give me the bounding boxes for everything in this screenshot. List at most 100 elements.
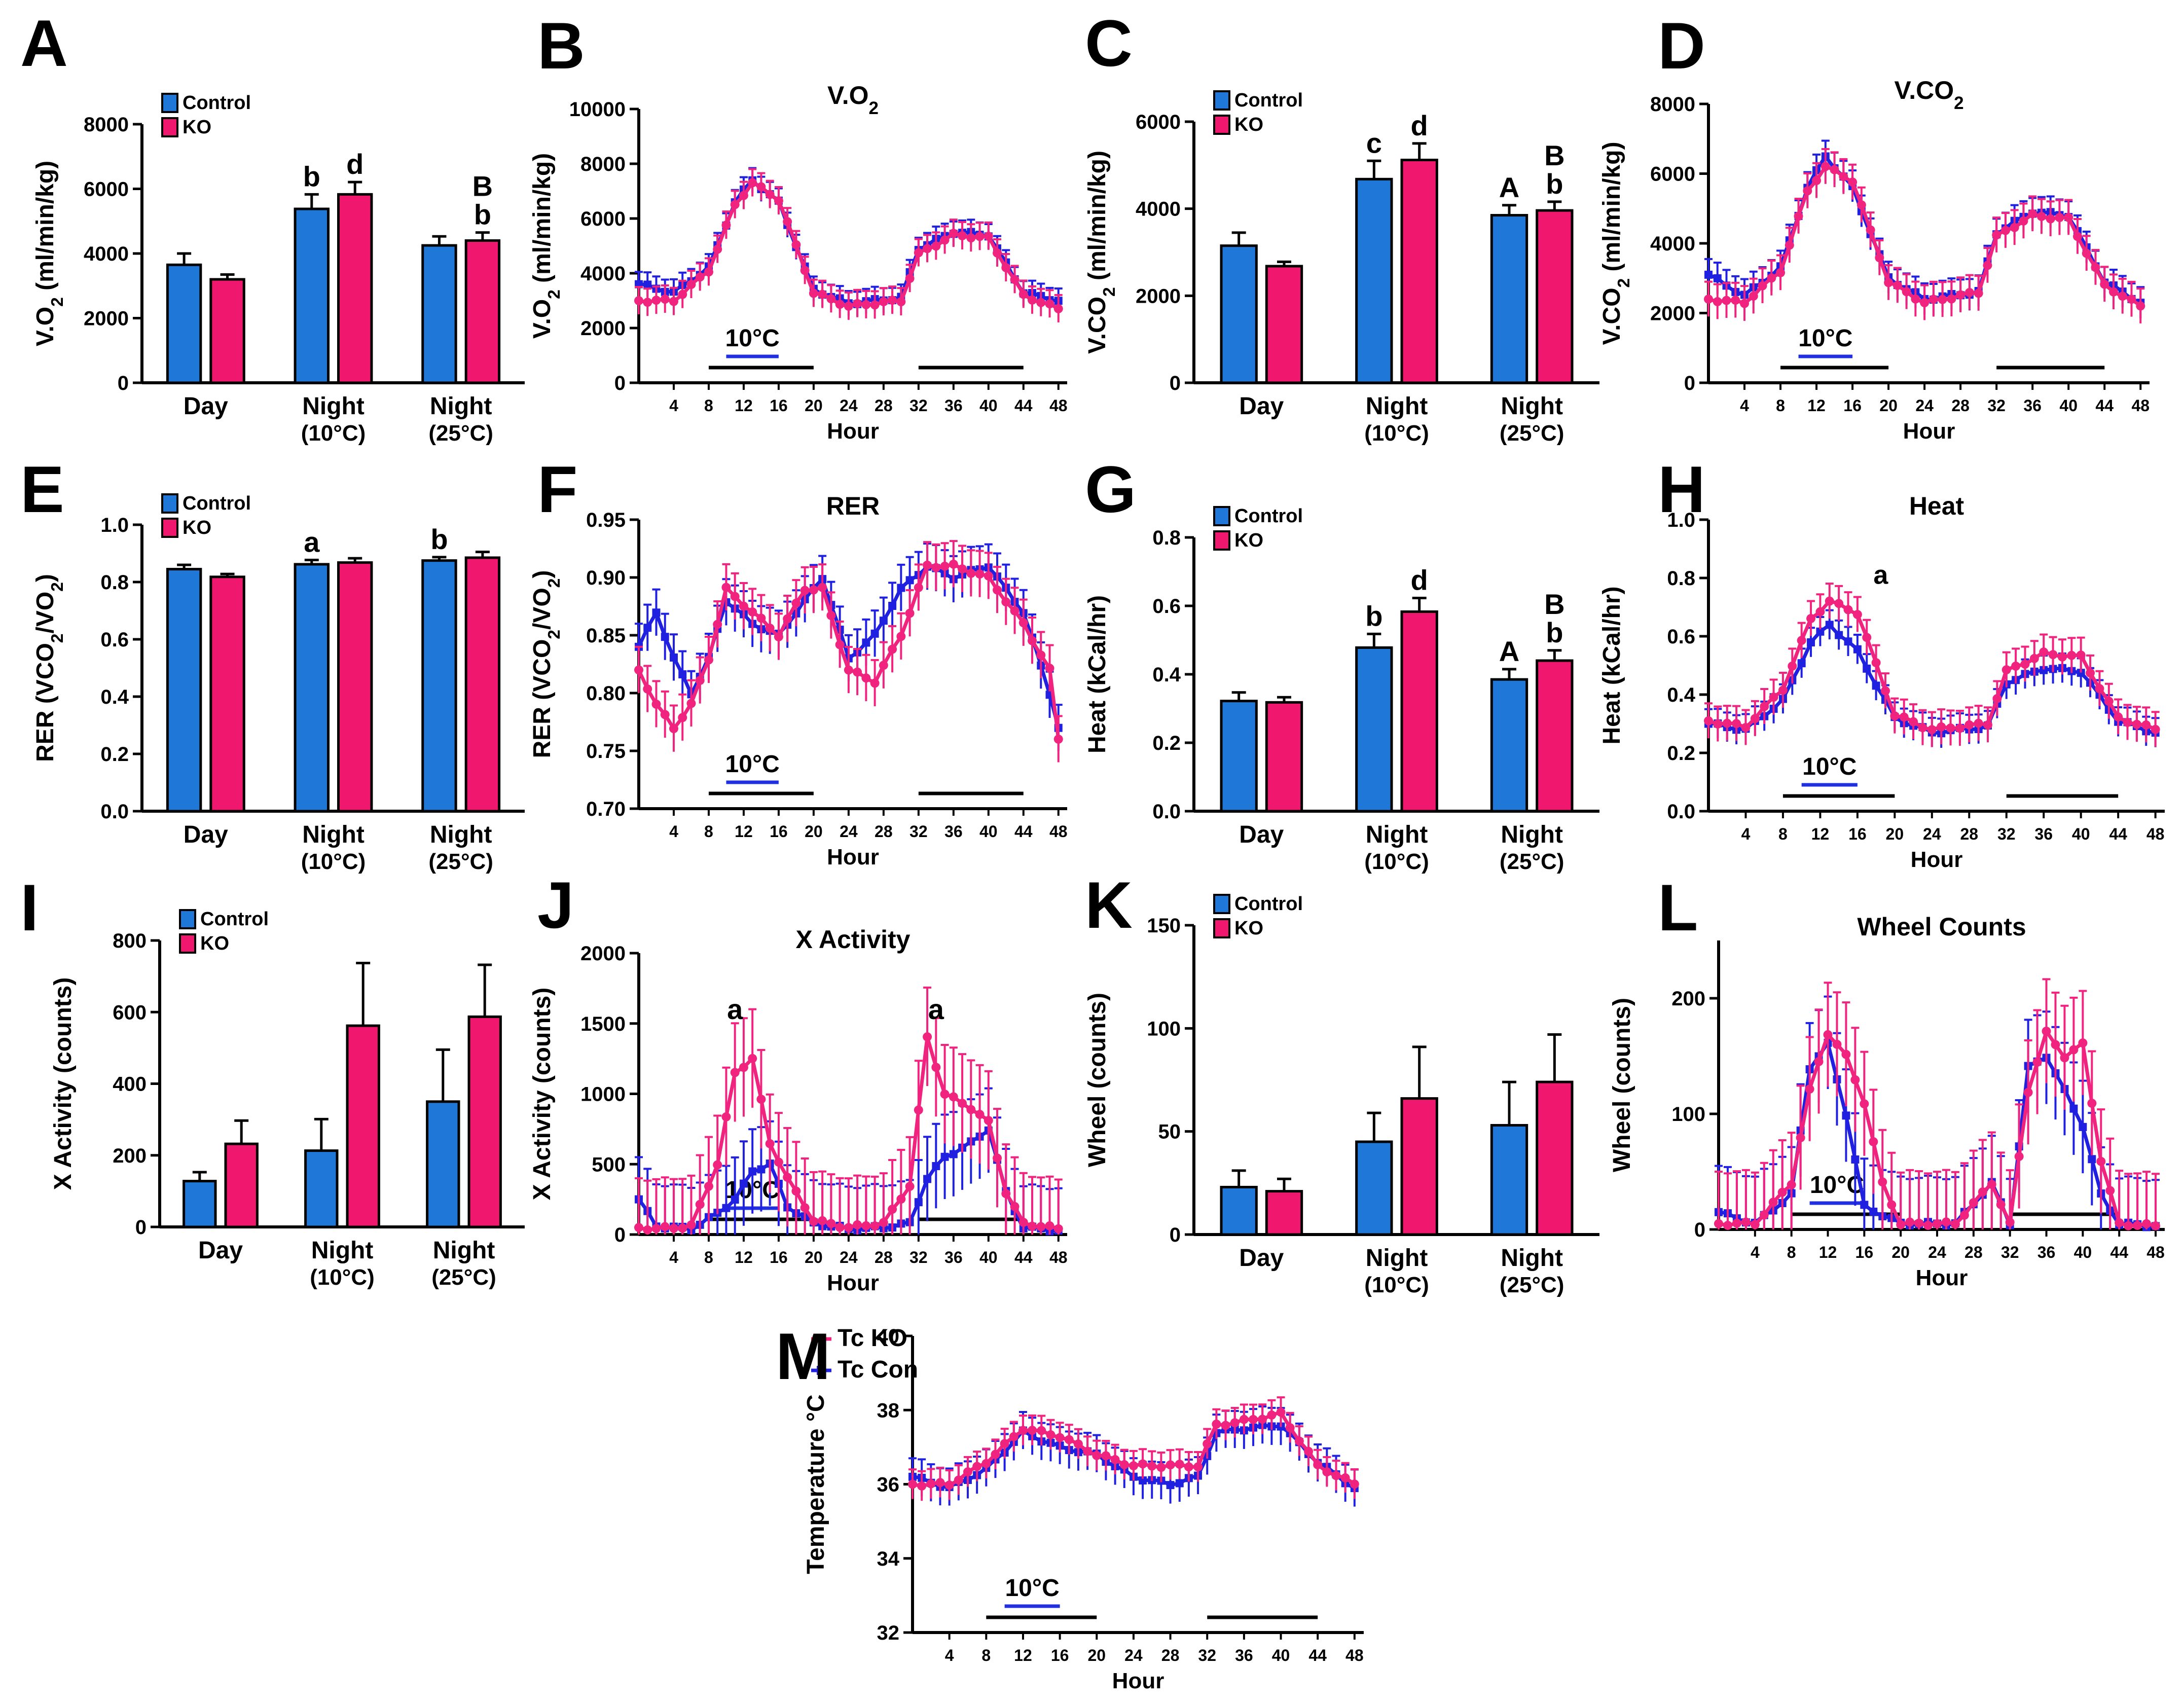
x-tick-label: 16: [1051, 1646, 1069, 1664]
data-point: [1964, 720, 1974, 730]
data-point: [917, 1481, 927, 1491]
data-point: [800, 1203, 810, 1213]
y-axis-label: Heat (kCal/hr): [1084, 595, 1111, 753]
x-tick-label: 32: [2001, 1243, 2019, 1261]
data-point: [1036, 298, 1046, 307]
data-point: [2108, 287, 2118, 297]
y-tick-label: 34: [877, 1548, 900, 1570]
data-point: [1860, 1201, 1869, 1209]
x-tick-label: 16: [770, 822, 788, 841]
data-point: [1304, 1446, 1314, 1456]
data-point: [896, 297, 906, 307]
data-point: [923, 1175, 932, 1183]
x-tick-label: 24: [1923, 825, 1941, 843]
data-point: [1018, 1426, 1028, 1435]
data-point: [835, 1222, 845, 1232]
y-tick-label: 40: [877, 1325, 900, 1348]
data-point: [905, 274, 915, 283]
data-point: [896, 632, 906, 641]
y-axis-label: V.O2 (ml/min/kg): [32, 161, 67, 346]
panel-label-D: D: [1658, 9, 1705, 83]
x-tick-label: Night: [1501, 821, 1563, 848]
data-point: [1778, 685, 1788, 695]
data-point: [2077, 669, 2085, 677]
data-point: [660, 1222, 670, 1231]
data-point: [783, 614, 792, 624]
y-tick-label: 0.75: [586, 740, 626, 763]
data-point: [1987, 1180, 1996, 1189]
legend-swatch: [1213, 115, 1230, 135]
x-tick-label: 44: [1308, 1646, 1327, 1664]
data-point: [879, 661, 888, 670]
data-point: [888, 1205, 897, 1214]
data-point: [1147, 1461, 1157, 1471]
data-point: [1825, 596, 1834, 606]
y-axis-label: Temperature °C: [803, 1394, 829, 1574]
y-tick-label: 0.0: [100, 801, 129, 823]
data-point: [1956, 290, 1965, 300]
x-axis-label: Hour: [827, 419, 879, 444]
y-tick-label: 0: [614, 372, 626, 394]
data-point: [669, 1223, 678, 1233]
data-point: [686, 1220, 696, 1230]
x-tick-label: Night: [1501, 1245, 1563, 1272]
data-point: [966, 1105, 976, 1114]
data-point: [2104, 697, 2114, 706]
data-point: [756, 1095, 766, 1104]
data-point: [1843, 605, 1853, 614]
data-point: [1313, 1460, 1323, 1469]
data-point: [1010, 275, 1020, 284]
data-point: [1933, 1219, 1942, 1228]
data-point: [1823, 1030, 1833, 1039]
series-ko: [1704, 148, 2145, 323]
x-tick-label: 40: [2072, 825, 2090, 843]
data-point: [940, 561, 950, 571]
data-point: [1741, 722, 1751, 732]
data-point: [660, 295, 670, 304]
data-point: [1969, 1198, 1978, 1208]
data-point: [678, 670, 687, 679]
bar-control: [1490, 1124, 1528, 1236]
data-point: [1785, 240, 1794, 250]
bar-control: [421, 559, 457, 813]
x-tick-label: 44: [2095, 396, 2114, 415]
chart-title: V.O2: [827, 81, 879, 118]
x-tick-label: 32: [909, 396, 928, 415]
data-point: [791, 1186, 801, 1196]
data-point: [1073, 1439, 1083, 1449]
data-point: [870, 1221, 880, 1231]
data-point: [2079, 1122, 2087, 1131]
panel-label-L: L: [1658, 871, 1698, 945]
x-tick-label: 40: [1272, 1646, 1290, 1664]
data-point: [1340, 1473, 1350, 1482]
x-axis-label: Hour: [827, 845, 879, 869]
data-point: [722, 1204, 731, 1212]
data-point: [1860, 1099, 1869, 1109]
data-point: [818, 583, 827, 592]
x-tick-label: 8: [704, 1248, 713, 1266]
data-point: [2014, 1152, 2024, 1162]
x-tick-label: 16: [1843, 396, 1862, 415]
data-point: [870, 300, 880, 310]
data-point: [2019, 216, 2028, 226]
bar-control: [426, 1100, 460, 1228]
data-point: [704, 655, 713, 665]
significance-letter: d: [1411, 564, 1428, 596]
data-point: [984, 571, 993, 581]
data-point: [669, 724, 678, 734]
data-point: [2036, 211, 2046, 221]
data-point: [2082, 248, 2091, 258]
data-point: [844, 301, 853, 311]
significance-letter: a: [1873, 561, 1888, 590]
y-tick-label: 100: [1147, 1018, 1181, 1040]
y-tick-label: 2000: [580, 317, 626, 340]
data-point: [1850, 1075, 1860, 1084]
data-point: [2023, 1088, 2033, 1097]
y-tick-label: 4000: [1136, 198, 1181, 221]
y-axis-label: V.O2 (ml/min/kg): [529, 153, 564, 339]
data-point: [721, 221, 731, 230]
y-tick-label: 200: [1671, 988, 1705, 1010]
data-point: [949, 559, 958, 569]
